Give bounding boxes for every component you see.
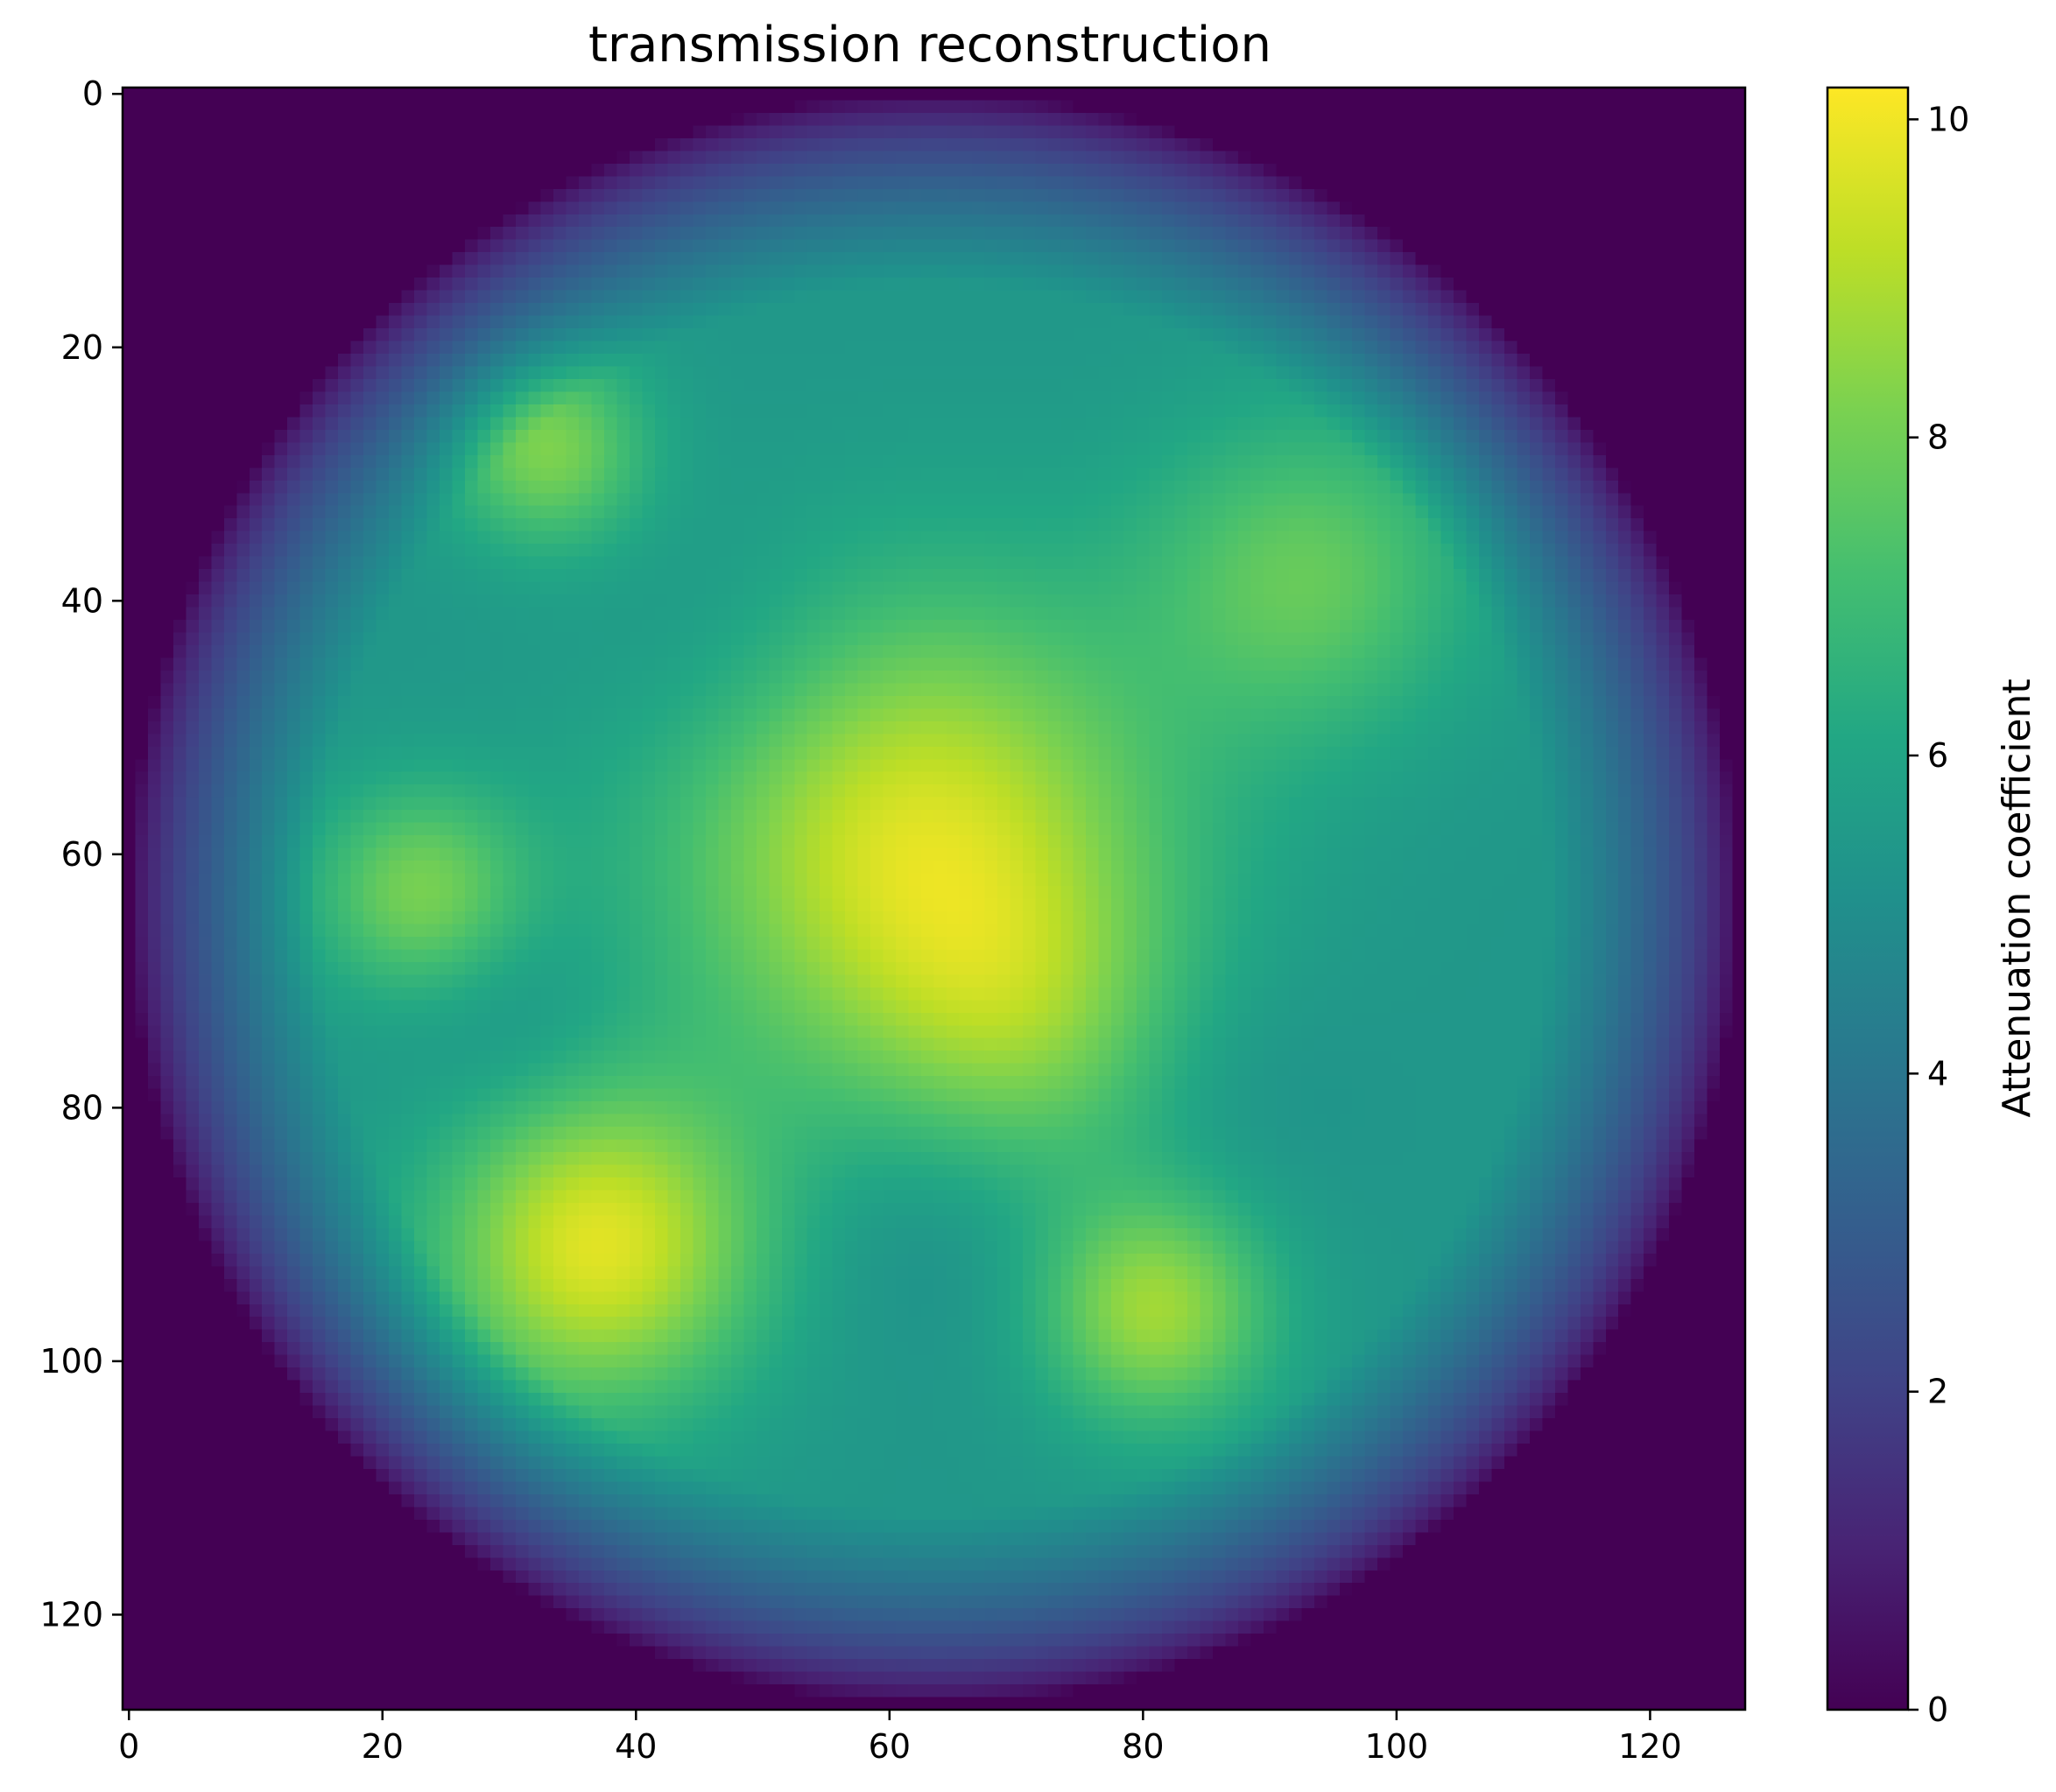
colorbar-tick-label: 8 <box>1927 418 1948 457</box>
y-tick-label: 60 <box>61 835 103 874</box>
x-tick-label: 80 <box>1122 1727 1164 1766</box>
y-tick-label: 120 <box>39 1595 103 1634</box>
y-tick-label: 20 <box>61 328 103 367</box>
colorbar-axis: 0 2 4 6 8 10 <box>1908 100 1969 1729</box>
colorbar-label: Attenuation coefficient <box>1995 678 2039 1117</box>
y-tick-label: 40 <box>61 581 103 620</box>
x-tick-label: 100 <box>1365 1727 1429 1766</box>
y-axis: 0 20 40 60 80 100 120 <box>39 74 123 1634</box>
colorbar <box>1826 86 1910 1711</box>
colorbar-tick-label: 4 <box>1927 1054 1948 1093</box>
x-tick-label: 40 <box>615 1727 657 1766</box>
heatmap-image-wrapper <box>123 88 1745 1710</box>
colorbar-tick-label: 0 <box>1927 1690 1948 1729</box>
y-tick-label: 80 <box>61 1088 103 1127</box>
x-tick-label: 60 <box>869 1727 911 1766</box>
colorbar-tick-label: 6 <box>1927 736 1948 775</box>
y-tick-label: 100 <box>39 1342 103 1381</box>
chart-title: transmission reconstruction <box>588 17 1271 74</box>
x-tick-label: 20 <box>362 1727 404 1766</box>
x-tick-label: 0 <box>118 1727 139 1766</box>
x-tick-label: 120 <box>1618 1727 1682 1766</box>
colorbar-tick-label: 10 <box>1927 100 1969 138</box>
plot-frame <box>121 86 1747 1711</box>
colorbar-tick-label: 2 <box>1927 1373 1948 1411</box>
heatmap-image <box>123 88 1745 1710</box>
y-tick-label: 0 <box>82 74 103 113</box>
x-axis: 0 20 40 60 80 100 120 <box>118 1710 1682 1766</box>
